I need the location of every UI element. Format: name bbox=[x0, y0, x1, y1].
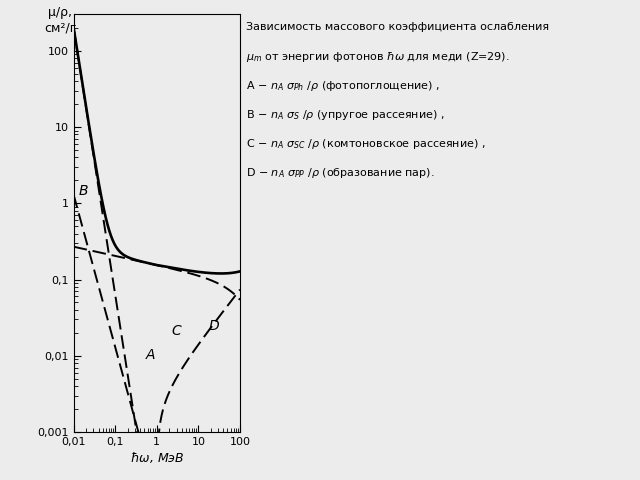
Text: B $-$ $n_A$ $\sigma_S$ $/\rho$ (упругое рассеяние) ,: B $-$ $n_A$ $\sigma_S$ $/\rho$ (упругое … bbox=[246, 108, 445, 122]
X-axis label: $\hbar\omega$, МэВ: $\hbar\omega$, МэВ bbox=[129, 450, 184, 465]
Text: $\mu_m$ от энергии фотонов $\hbar\omega$ для меди (Z=29).: $\mu_m$ от энергии фотонов $\hbar\omega$… bbox=[246, 50, 510, 64]
Y-axis label: μ/ρ,
см²/г: μ/ρ, см²/г bbox=[44, 6, 76, 34]
Text: A: A bbox=[146, 348, 156, 362]
Text: C: C bbox=[171, 324, 180, 337]
Text: A $-$ $n_A$ $\sigma_{Ph}$ $/\rho$ (фотопоглощение) ,: A $-$ $n_A$ $\sigma_{Ph}$ $/\rho$ (фотоп… bbox=[246, 79, 440, 93]
Text: D $-$ $n_A$ $\sigma_{PP}$ $/\rho$ (образование пар).: D $-$ $n_A$ $\sigma_{PP}$ $/\rho$ (образ… bbox=[246, 166, 435, 180]
Text: B: B bbox=[78, 183, 88, 198]
Text: D: D bbox=[209, 319, 220, 333]
Text: Зависимость массового коэффициента ослабления: Зависимость массового коэффициента ослаб… bbox=[246, 22, 550, 32]
Text: C $-$ $n_A$ $\sigma_{SC}$ $/\rho$ (комтоновское рассеяние) ,: C $-$ $n_A$ $\sigma_{SC}$ $/\rho$ (комто… bbox=[246, 137, 486, 151]
